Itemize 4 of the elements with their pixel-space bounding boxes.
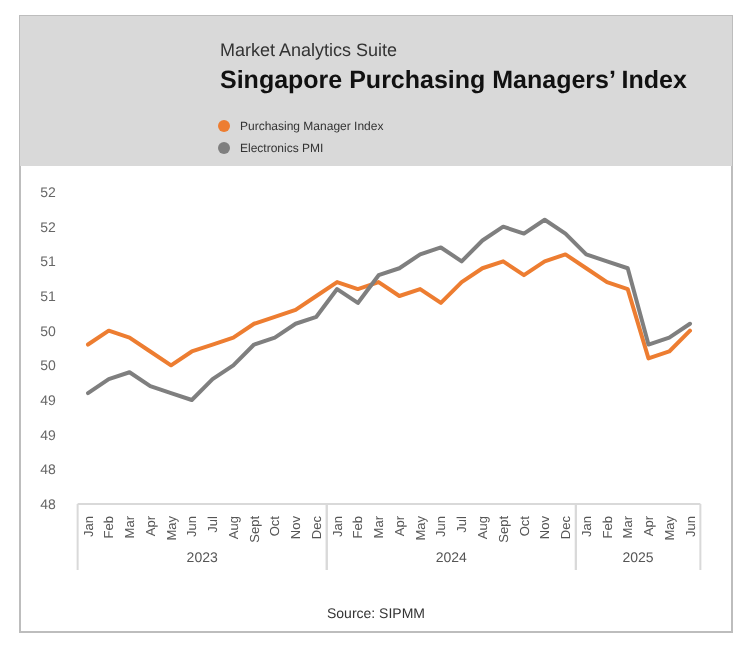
chart-title: Singapore Purchasing Managers’ Index (220, 66, 687, 94)
line-series (86, 252, 692, 368)
line-series (86, 217, 692, 402)
chart-subtitle: Market Analytics Suite (220, 40, 398, 60)
